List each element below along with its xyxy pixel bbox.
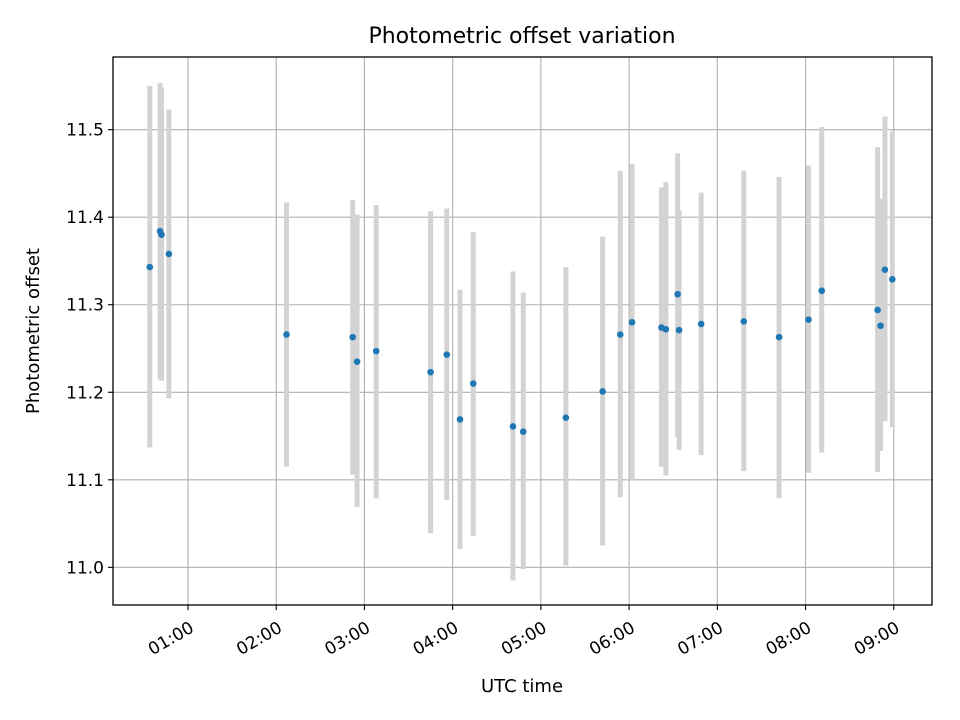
y-tick-label: 11.3 [66,296,104,316]
data-point [818,287,826,295]
data-point [599,388,606,395]
chart-title: Photometric offset variation [368,24,675,49]
y-tick-label: 11.0 [66,558,104,578]
y-axis-label: Photometric offset [23,248,44,414]
y-axis-ticks: 11.0 11.1 11.2 11.3 11.4 11.5 [66,121,113,578]
y-tick-label: 11.4 [66,208,104,228]
data-point [427,368,434,376]
data-point [562,414,570,421]
data-point [349,333,356,341]
data-points [146,227,896,435]
data-point [628,318,636,326]
data-point [443,351,451,358]
data-point [775,333,783,341]
data-point [158,231,165,239]
data-point [674,290,681,298]
data-point [881,266,889,274]
y-tick-label: 11.1 [66,471,104,491]
data-point [519,428,527,435]
data-point [456,416,464,423]
data-point [877,322,884,330]
data-point [509,423,517,430]
data-point [675,326,683,334]
data-point [469,380,477,387]
data-point [805,316,812,323]
data-point [697,320,705,328]
data-point [165,250,173,258]
y-tick-label: 11.5 [66,121,104,141]
data-point [146,263,154,271]
data-point [888,276,896,283]
data-point [874,306,881,314]
data-point [353,358,361,365]
data-point [283,331,290,338]
data-point [662,325,670,333]
x-axis-label: UTC time [481,676,563,697]
data-point [616,331,624,338]
data-point [372,347,380,355]
y-tick-label: 11.2 [66,383,104,403]
data-point [740,318,748,325]
plot-frame [112,56,933,606]
